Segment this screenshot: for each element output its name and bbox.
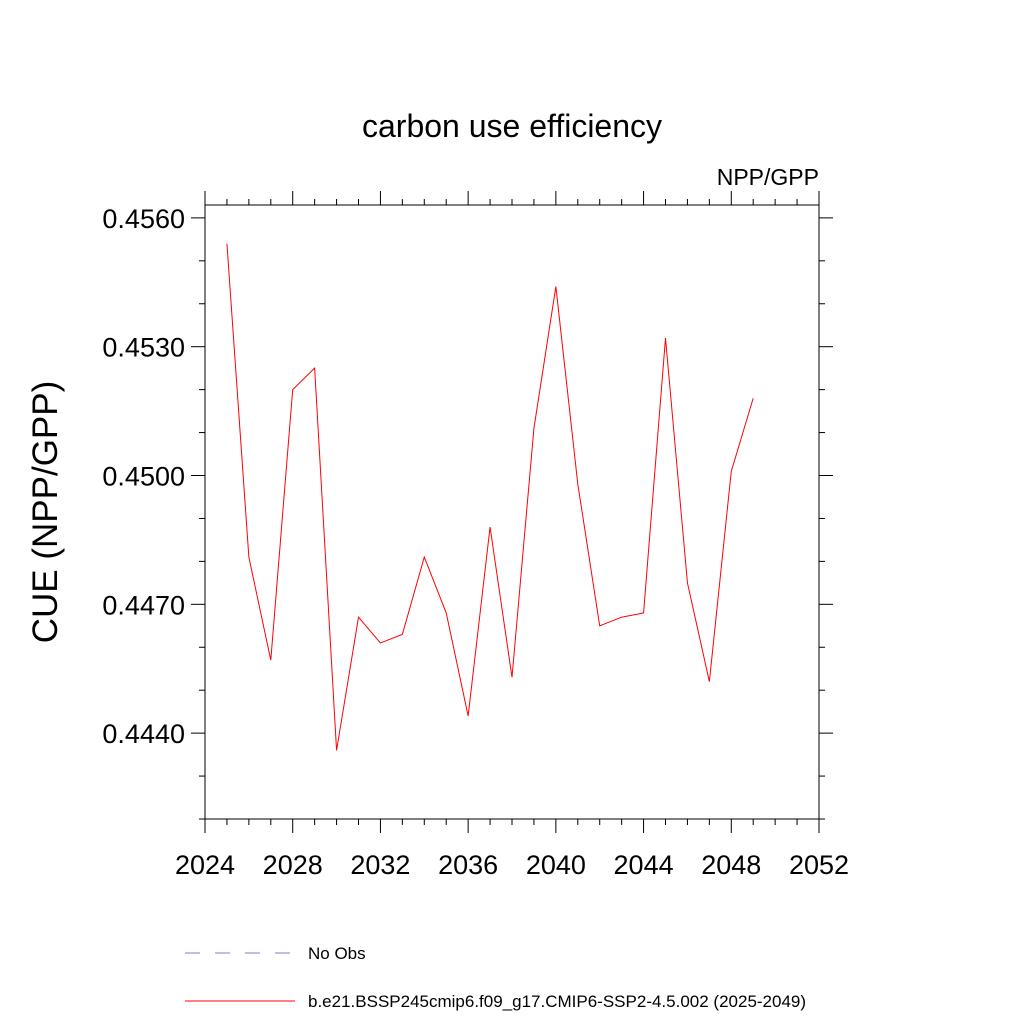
- legend-no-obs-label: No Obs: [308, 944, 366, 963]
- y-tick-label: 0.4500: [102, 462, 185, 492]
- y-tick-label: 0.4530: [102, 333, 185, 363]
- y-axis-tick-labels: 0.4440 0.4470 0.4500 0.4530 0.4560: [102, 204, 185, 749]
- legend: No Obs b.e21.BSSP245cmip6.f09_g17.CMIP6-…: [185, 944, 806, 1011]
- legend-model-label: b.e21.BSSP245cmip6.f09_g17.CMIP6-SSP2-4.…: [308, 992, 806, 1011]
- series-layer: [226, 243, 754, 751]
- x-tick-label: 2036: [438, 850, 498, 880]
- chart-subtitle: NPP/GPP: [717, 164, 819, 190]
- x-tick-label: 2044: [614, 850, 674, 880]
- x-tick-label: 2040: [526, 850, 586, 880]
- y-tick-label: 0.4440: [102, 719, 185, 749]
- y-axis-label: CUE (NPP/GPP): [26, 381, 65, 644]
- x-tick-label: 2052: [789, 850, 849, 880]
- x-axis-tick-labels: 2024 2028 2032 2036 2040 2044 2048 2052: [175, 850, 849, 880]
- y-tick-label: 0.4560: [102, 204, 185, 234]
- x-tick-label: 2028: [263, 850, 323, 880]
- chart-title: carbon use efficiency: [362, 108, 662, 144]
- series-line-0: [226, 243, 754, 751]
- x-tick-label: 2048: [701, 850, 761, 880]
- x-axis-ticks: [204, 191, 820, 833]
- y-tick-label: 0.4470: [102, 590, 185, 620]
- x-tick-label: 2032: [350, 850, 410, 880]
- y-axis-ticks: [191, 217, 833, 820]
- x-tick-label: 2024: [175, 850, 235, 880]
